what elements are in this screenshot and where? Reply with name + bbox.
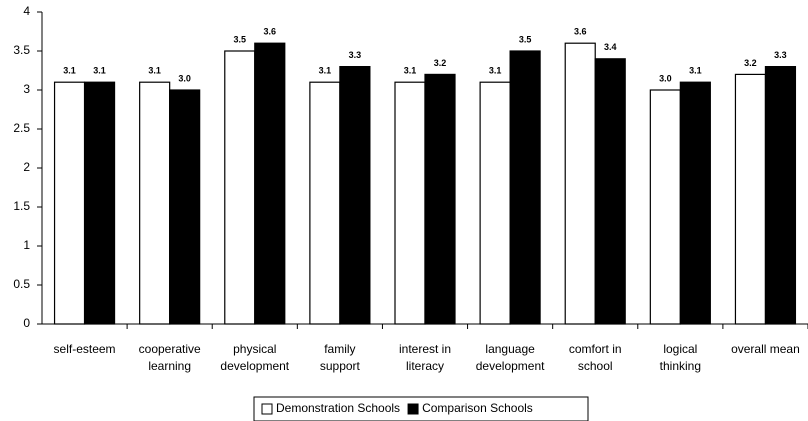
value-label: 3.1 (63, 66, 76, 76)
bar (649, 89, 681, 325)
x-tick-label: development (220, 359, 289, 373)
bar (564, 42, 596, 325)
y-tick-label: 1 (23, 238, 30, 252)
value-label: 3.5 (519, 34, 532, 44)
value-label: 3.1 (489, 66, 502, 76)
y-tick-label: 2.5 (13, 121, 30, 135)
bar (764, 65, 797, 325)
x-tick-label: comfort in (569, 342, 622, 356)
value-label: 3.0 (659, 73, 672, 83)
x-tick-label: cooperative (139, 342, 201, 356)
bar (424, 73, 456, 325)
legend-box (253, 396, 589, 421)
x-tick-label: development (476, 359, 545, 373)
legend-swatch (407, 403, 419, 415)
x-tick-label: family (324, 342, 355, 356)
legend-label: Demonstration Schools (276, 401, 400, 415)
value-label: 3.1 (319, 66, 332, 76)
value-label: 3.1 (93, 66, 106, 76)
bar (224, 50, 256, 325)
x-tick-label: thinking (660, 359, 701, 373)
bar (479, 81, 511, 325)
value-label: 3.5 (234, 34, 247, 44)
value-label: 3.2 (744, 58, 757, 68)
bar (169, 89, 201, 325)
bar (339, 65, 371, 325)
bar (734, 73, 767, 325)
x-tick-label: language (485, 342, 535, 356)
bar (53, 81, 86, 325)
x-tick-label: school (578, 359, 613, 373)
y-tick-label: 3.5 (13, 43, 30, 57)
bar (509, 50, 541, 325)
value-label: 3.2 (434, 58, 447, 68)
x-tick-label: physical (233, 342, 276, 356)
bar (309, 81, 341, 325)
value-label: 3.3 (349, 50, 362, 60)
bar (139, 81, 171, 325)
x-tick-label: logical (663, 342, 697, 356)
y-tick-label: 4 (23, 4, 30, 18)
bar (83, 81, 116, 325)
x-tick-label: interest in (399, 342, 451, 356)
bar (679, 81, 711, 325)
bar (394, 81, 426, 325)
y-tick-label: 0 (23, 316, 30, 330)
y-tick-label: 0.5 (13, 277, 30, 291)
y-tick-label: 1.5 (13, 199, 30, 213)
x-tick-label: overall mean (731, 342, 800, 356)
value-label: 3.3 (774, 50, 787, 60)
value-label: 3.6 (264, 27, 277, 37)
value-label: 3.1 (404, 66, 417, 76)
value-label: 3.1 (148, 66, 161, 76)
x-tick-label: learning (148, 359, 191, 373)
bar (594, 58, 626, 325)
legend-swatch (261, 403, 273, 415)
legend-label: Comparison Schools (422, 401, 533, 415)
value-label: 3.0 (178, 73, 191, 83)
value-label: 3.4 (604, 42, 617, 52)
y-tick-label: 2 (23, 160, 30, 174)
bar (254, 42, 286, 325)
x-tick-label: support (320, 359, 361, 373)
value-label: 3.1 (689, 66, 702, 76)
y-tick-label: 3 (23, 82, 30, 96)
x-tick-label: self-esteem (54, 342, 116, 356)
x-tick-label: literacy (406, 359, 444, 373)
value-label: 3.6 (574, 27, 587, 37)
